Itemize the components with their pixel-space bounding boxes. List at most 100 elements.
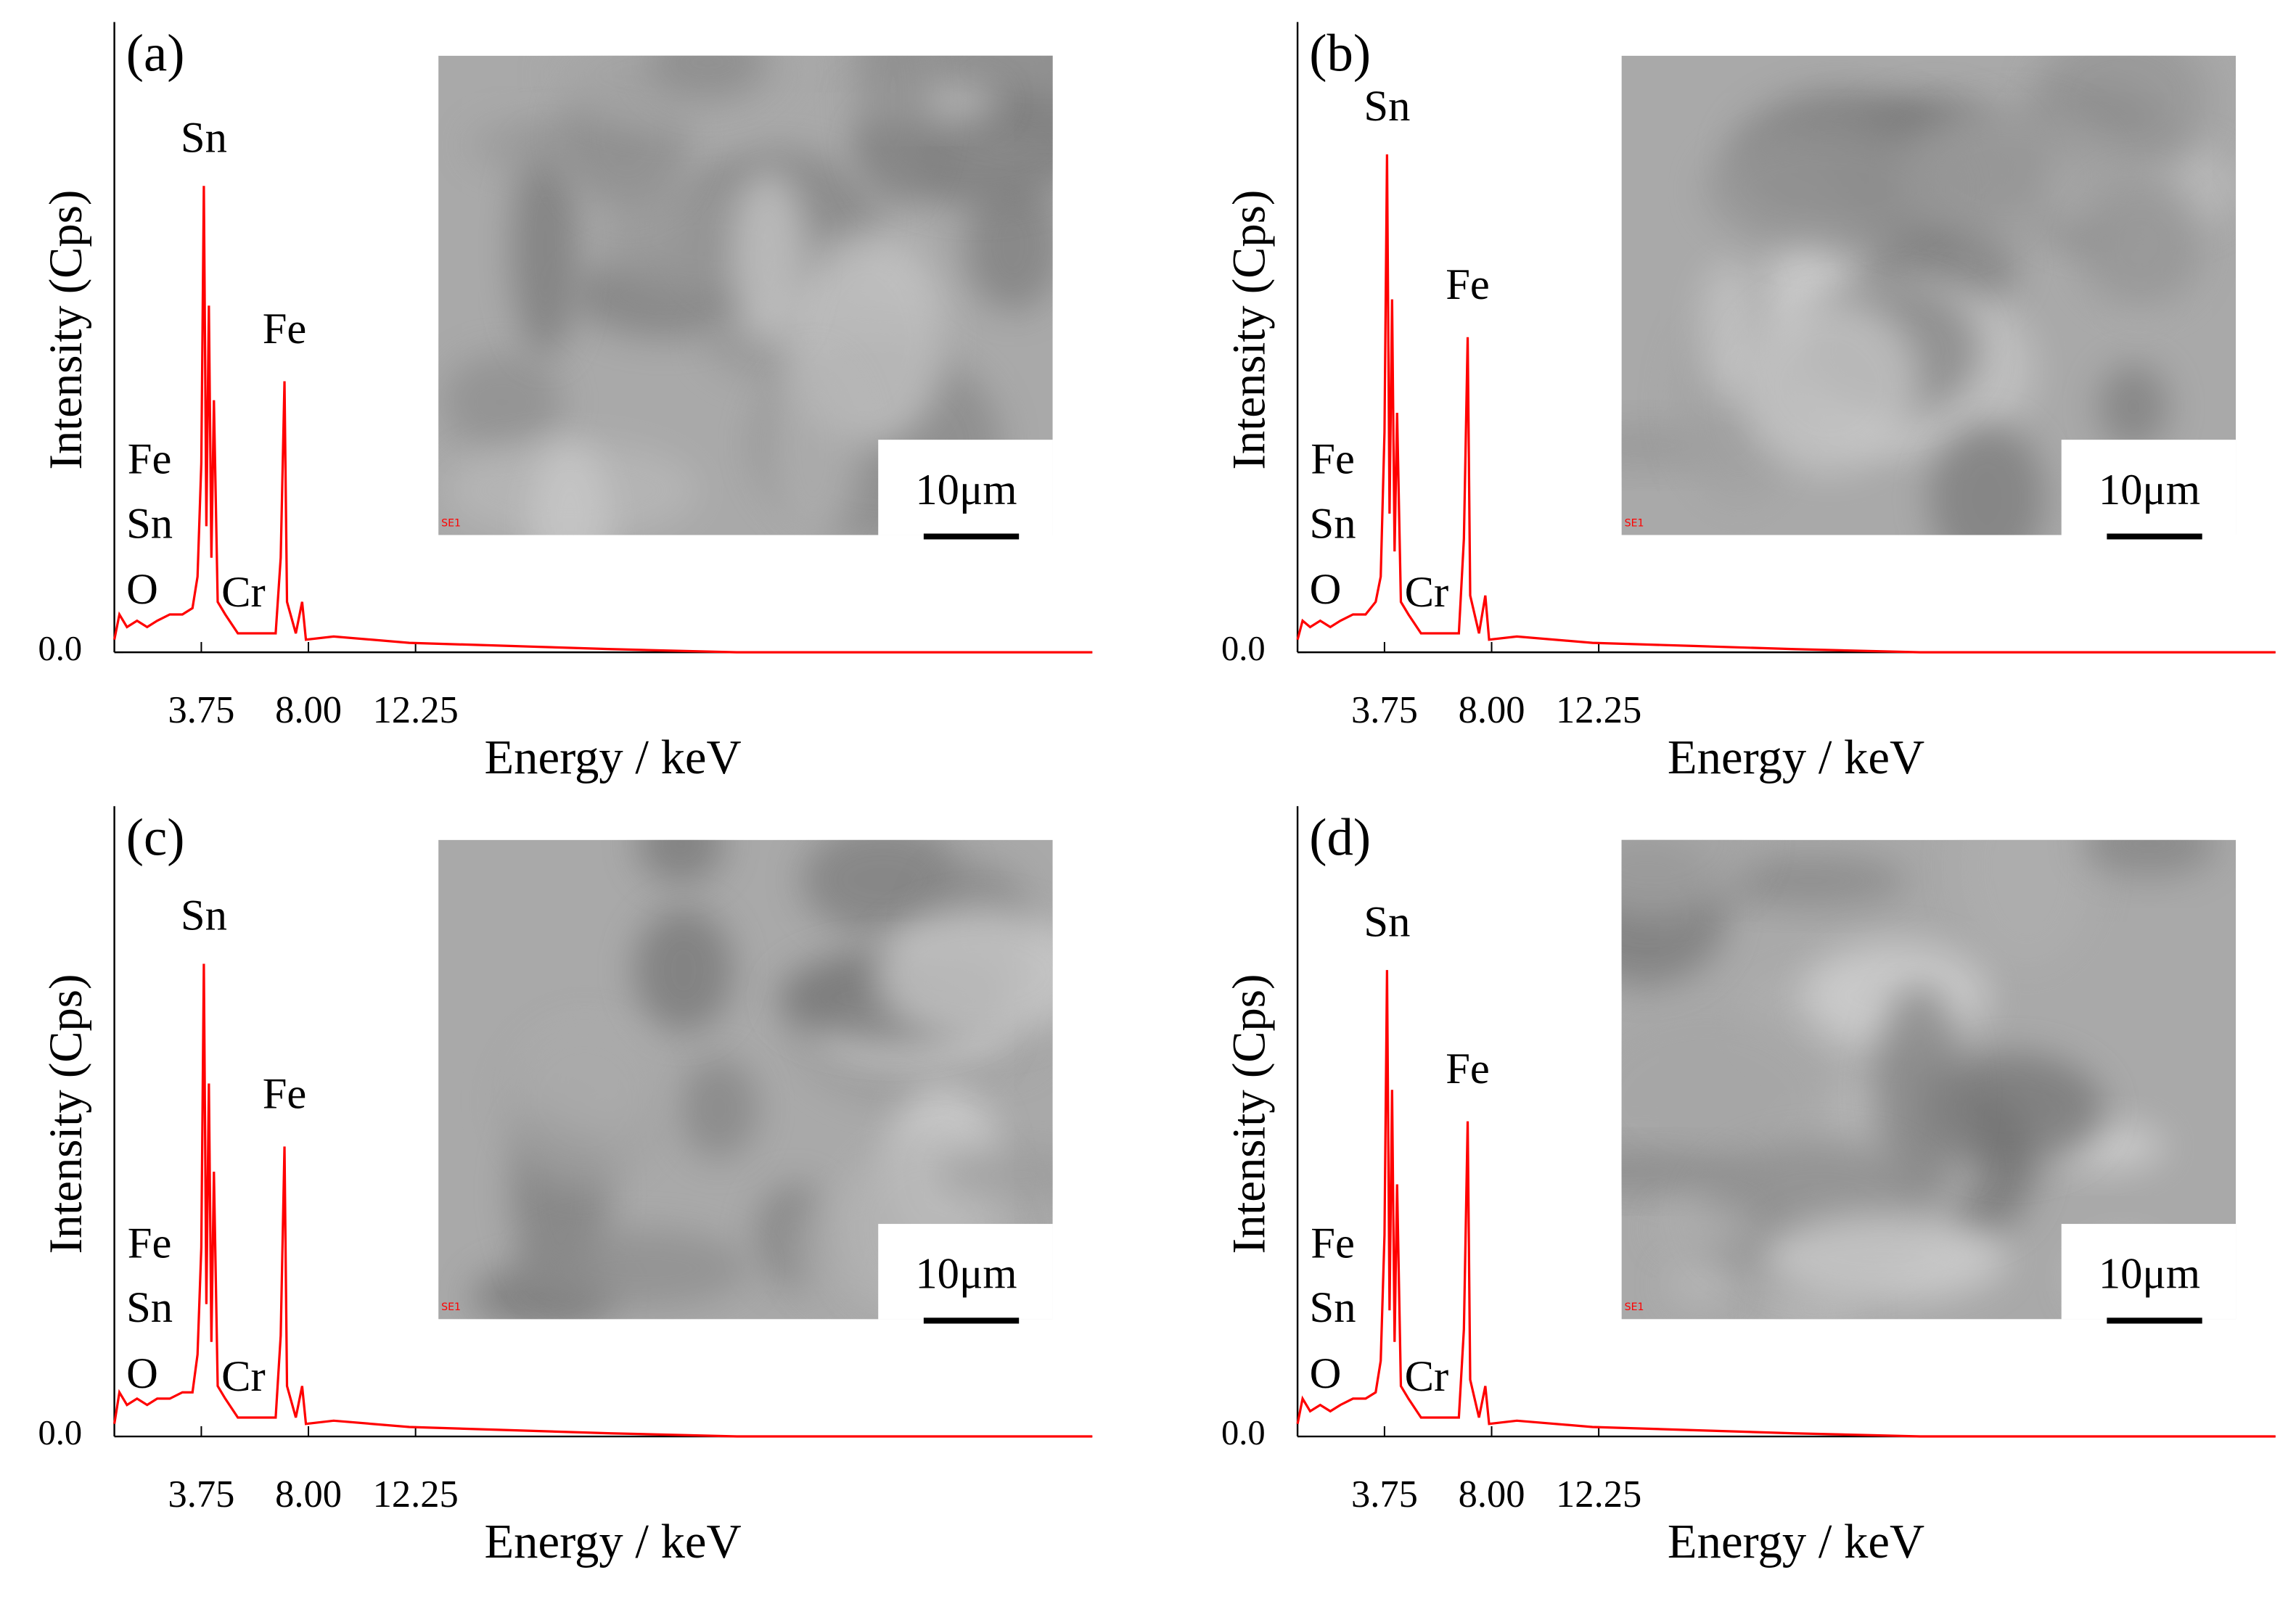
scale-bar-label: 10μm (915, 466, 1017, 514)
panel-label: (b) (1309, 24, 1371, 83)
sem-texture (634, 908, 734, 1033)
peak-annotation: Fe (128, 435, 172, 483)
scale-bar-box (878, 1224, 1053, 1320)
x-axis-label: Energy / keV (1668, 1515, 1924, 1568)
peak-annotation: Cr (221, 1352, 266, 1401)
x-tick-label: 8.00 (1459, 1473, 1525, 1515)
scale-bar-label: 10μm (2099, 466, 2200, 514)
sem-inset: 10μm SE1 (1621, 55, 2236, 540)
sem-texture (1738, 297, 1920, 474)
x-axis-label: Energy / keV (484, 731, 741, 784)
peak-annotation: O (1310, 1349, 1342, 1398)
sem-texture (530, 443, 610, 535)
peak-annotation: Cr (221, 568, 266, 617)
panel-label: (c) (126, 807, 185, 866)
sem-texture (1712, 855, 1909, 907)
x-tick-label: 3.75 (1351, 1473, 1418, 1515)
sem-texture (1920, 1052, 2104, 1169)
peak-annotation: Sn (1310, 1283, 1356, 1332)
y-tick-label: 0.0 (38, 630, 83, 668)
sem-texture (964, 179, 1053, 311)
x-axis-label: Energy / keV (1668, 731, 1924, 784)
peak-annotation: Fe (263, 305, 307, 353)
peak-annotation: Fe (1446, 260, 1490, 309)
x-tick-label: 12.25 (1556, 1473, 1641, 1515)
peak-annotation: Sn (126, 499, 173, 548)
sem-texture (852, 55, 935, 203)
x-tick-label: 8.00 (1459, 689, 1525, 731)
x-tick-label: 8.00 (275, 689, 342, 731)
sem-texture (1621, 839, 1759, 918)
peak-annotation: O (1310, 565, 1342, 614)
x-tick-label: 3.75 (168, 1473, 234, 1515)
spectrum-line (1296, 970, 2276, 1438)
sem-texture (2082, 839, 2218, 876)
x-tick-label: 3.75 (1351, 689, 1418, 731)
sem-texture (1657, 1203, 1755, 1253)
sem-image (1621, 839, 2236, 1320)
peak-annotation: O (126, 565, 158, 614)
panel: 10μm SE1 0.0 3.75 8.00 12.25 Energy / keV Inten… (1221, 806, 2276, 1568)
sem-texture (441, 353, 562, 451)
y-tick-label: 0.0 (38, 1414, 83, 1452)
peak-annotation: Sn (181, 114, 227, 163)
sem-image (438, 839, 1053, 1320)
y-axis-label: Intensity (Cps) (1222, 190, 1275, 470)
peak-annotation: Fe (263, 1070, 307, 1119)
inset-label: SE1 (441, 1301, 461, 1313)
sem-texture (1874, 985, 1964, 1200)
peak-annotation: O (126, 1349, 158, 1398)
sem-image (1621, 55, 2236, 535)
peak-annotation: Sn (181, 892, 227, 940)
y-tick-label: 0.0 (1221, 630, 1266, 668)
spectrum-line (113, 186, 1093, 654)
sem-texture (678, 1057, 759, 1159)
sem-texture (525, 1228, 751, 1309)
scale-bar-box (878, 440, 1053, 535)
scale-bar-label: 10μm (915, 1250, 1017, 1299)
panel-label: (a) (126, 24, 185, 83)
sem-texture (637, 839, 724, 884)
spectrum-line (1296, 154, 2276, 654)
sem-texture (1761, 1213, 2007, 1303)
sem-texture (2097, 363, 2169, 450)
panel: 10μm SE1 0.0 3.75 8.00 12.25 Energy / keV Inten… (38, 806, 1093, 1568)
sem-texture (937, 1147, 1053, 1201)
spectrum-line (112, 963, 1093, 1438)
y-axis-label: Intensity (Cps) (39, 190, 92, 470)
x-tick-label: 3.75 (168, 689, 234, 731)
scale-bar-label: 10μm (2099, 1250, 2200, 1299)
scale-bar-box (2061, 440, 2236, 535)
x-tick-label: 12.25 (373, 689, 459, 731)
peak-annotation: Cr (1405, 1352, 1449, 1401)
sem-texture (874, 908, 1053, 1041)
sem-texture (497, 1013, 672, 1189)
sem-texture (765, 358, 861, 535)
inset-label: SE1 (441, 517, 461, 529)
sem-texture (512, 138, 579, 358)
y-axis-label: Intensity (Cps) (39, 974, 92, 1254)
x-tick-label: 8.00 (275, 1473, 342, 1515)
sem-texture (647, 55, 768, 101)
peak-annotation: Sn (1364, 82, 1410, 131)
peak-annotation: Fe (128, 1219, 172, 1267)
peak-annotation: Fe (1311, 1219, 1355, 1267)
y-tick-label: 0.0 (1221, 1414, 1266, 1452)
sem-inset: 10μm SE1 (1621, 839, 2236, 1324)
sem-inset: 10μm SE1 (438, 839, 1053, 1324)
sem-texture (801, 839, 964, 936)
x-tick-label: 12.25 (1556, 689, 1641, 731)
y-axis-label: Intensity (Cps) (1222, 974, 1275, 1254)
x-axis-label: Energy / keV (484, 1515, 741, 1568)
sem-texture (1704, 126, 1955, 252)
sem-texture (2078, 177, 2203, 310)
sem-texture (1667, 1262, 1733, 1307)
sem-texture (1898, 104, 2120, 248)
panel: 10μm SE1 0.0 3.75 8.00 12.25 Energy / keV Inten… (1221, 22, 2276, 784)
peak-annotation: Sn (1364, 897, 1410, 946)
inset-label: SE1 (1625, 517, 1644, 529)
peak-annotation: Fe (1311, 435, 1355, 483)
panel-label: (d) (1309, 807, 1371, 866)
